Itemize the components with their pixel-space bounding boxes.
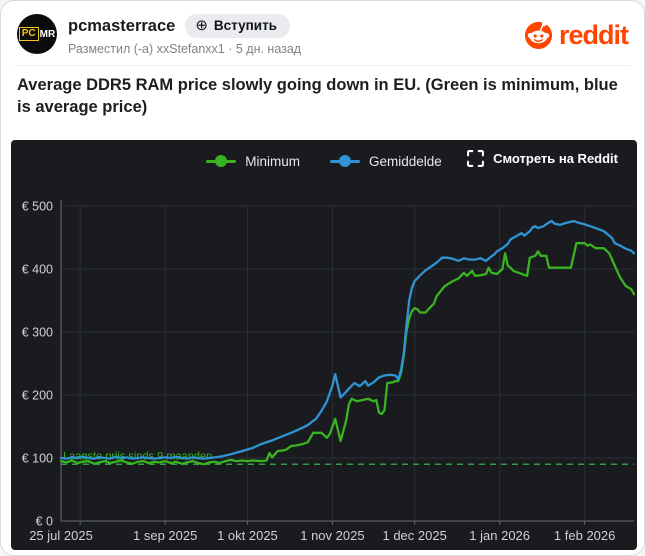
header-divider: [15, 65, 630, 66]
reddit-snoo-icon: [524, 21, 553, 50]
legend-item-minimum[interactable]: Minimum: [206, 154, 300, 169]
x-tick-label: 1 jan 2026: [469, 528, 530, 543]
y-tick-label: € 200: [22, 389, 53, 403]
chart-panel: Minimum Gemiddelde Смотреть на Reddit Laa…: [11, 140, 637, 550]
chart-legend: Minimum Gemiddelde: [206, 154, 442, 169]
legend-label: Gemiddelde: [368, 153, 442, 169]
legend-marker-icon: [206, 155, 237, 167]
legend-item-gemiddelde[interactable]: Gemiddelde: [329, 153, 442, 169]
view-on-reddit-button[interactable]: Смотреть на Reddit: [461, 149, 624, 168]
series-line-gemiddelde: [59, 219, 636, 460]
expand-icon: [467, 150, 485, 167]
view-on-reddit-label: Смотреть на Reddit: [493, 151, 618, 166]
avatar-pc-text: PC: [18, 27, 39, 41]
reddit-wordmark: reddit: [558, 19, 629, 50]
plus-circle-icon: ⊕: [195, 17, 208, 34]
avatar-mr-text: MR: [39, 28, 56, 40]
join-button[interactable]: ⊕ Вступить: [185, 14, 290, 38]
x-tick-label: 1 dec 2025: [382, 528, 446, 543]
chart-toolbar: Minimum Gemiddelde Смотреть на Reddit: [11, 140, 637, 182]
y-tick-label: € 400: [22, 263, 53, 277]
x-tick-label: 1 sep 2025: [133, 528, 197, 543]
y-tick-label: € 100: [22, 452, 53, 466]
reddit-logo[interactable]: reddit: [523, 14, 629, 50]
y-tick-label: € 300: [22, 326, 53, 340]
reference-line-label: Laagste prijs sinds 9 maanden: [63, 450, 212, 462]
x-tick-label: 1 nov 2025: [300, 528, 364, 543]
price-chart: Laagste prijs sinds 9 maanden € 0 € 100 € 2…: [22, 200, 636, 543]
header-text: pcmasterrace ⊕ Вступить Разместил (-а) xx…: [68, 14, 301, 56]
post-byline: Разместил (-а) xxStefanxx1 · 5 дн. назад: [68, 42, 302, 56]
community-avatar[interactable]: PC MR: [17, 14, 57, 54]
x-tick-label: 25 jul 2025: [29, 528, 93, 543]
series-line-minimum: [59, 242, 636, 466]
community-name[interactable]: pcmasterrace: [68, 16, 176, 35]
post-title: Average DDR5 RAM price slowly going down…: [17, 76, 618, 116]
legend-marker-icon: [329, 155, 360, 167]
y-tick-label: € 0: [36, 515, 53, 529]
x-tick-label: 1 okt 2025: [217, 528, 278, 543]
legend-label: Minimum: [245, 153, 300, 169]
y-tick-label: € 500: [22, 200, 53, 214]
join-button-label: Вступить: [213, 18, 277, 33]
post-header: PC MR pcmasterrace ⊕ Вступить Разместил (-…: [1, 1, 644, 62]
x-tick-label: 1 feb 2026: [554, 528, 615, 543]
